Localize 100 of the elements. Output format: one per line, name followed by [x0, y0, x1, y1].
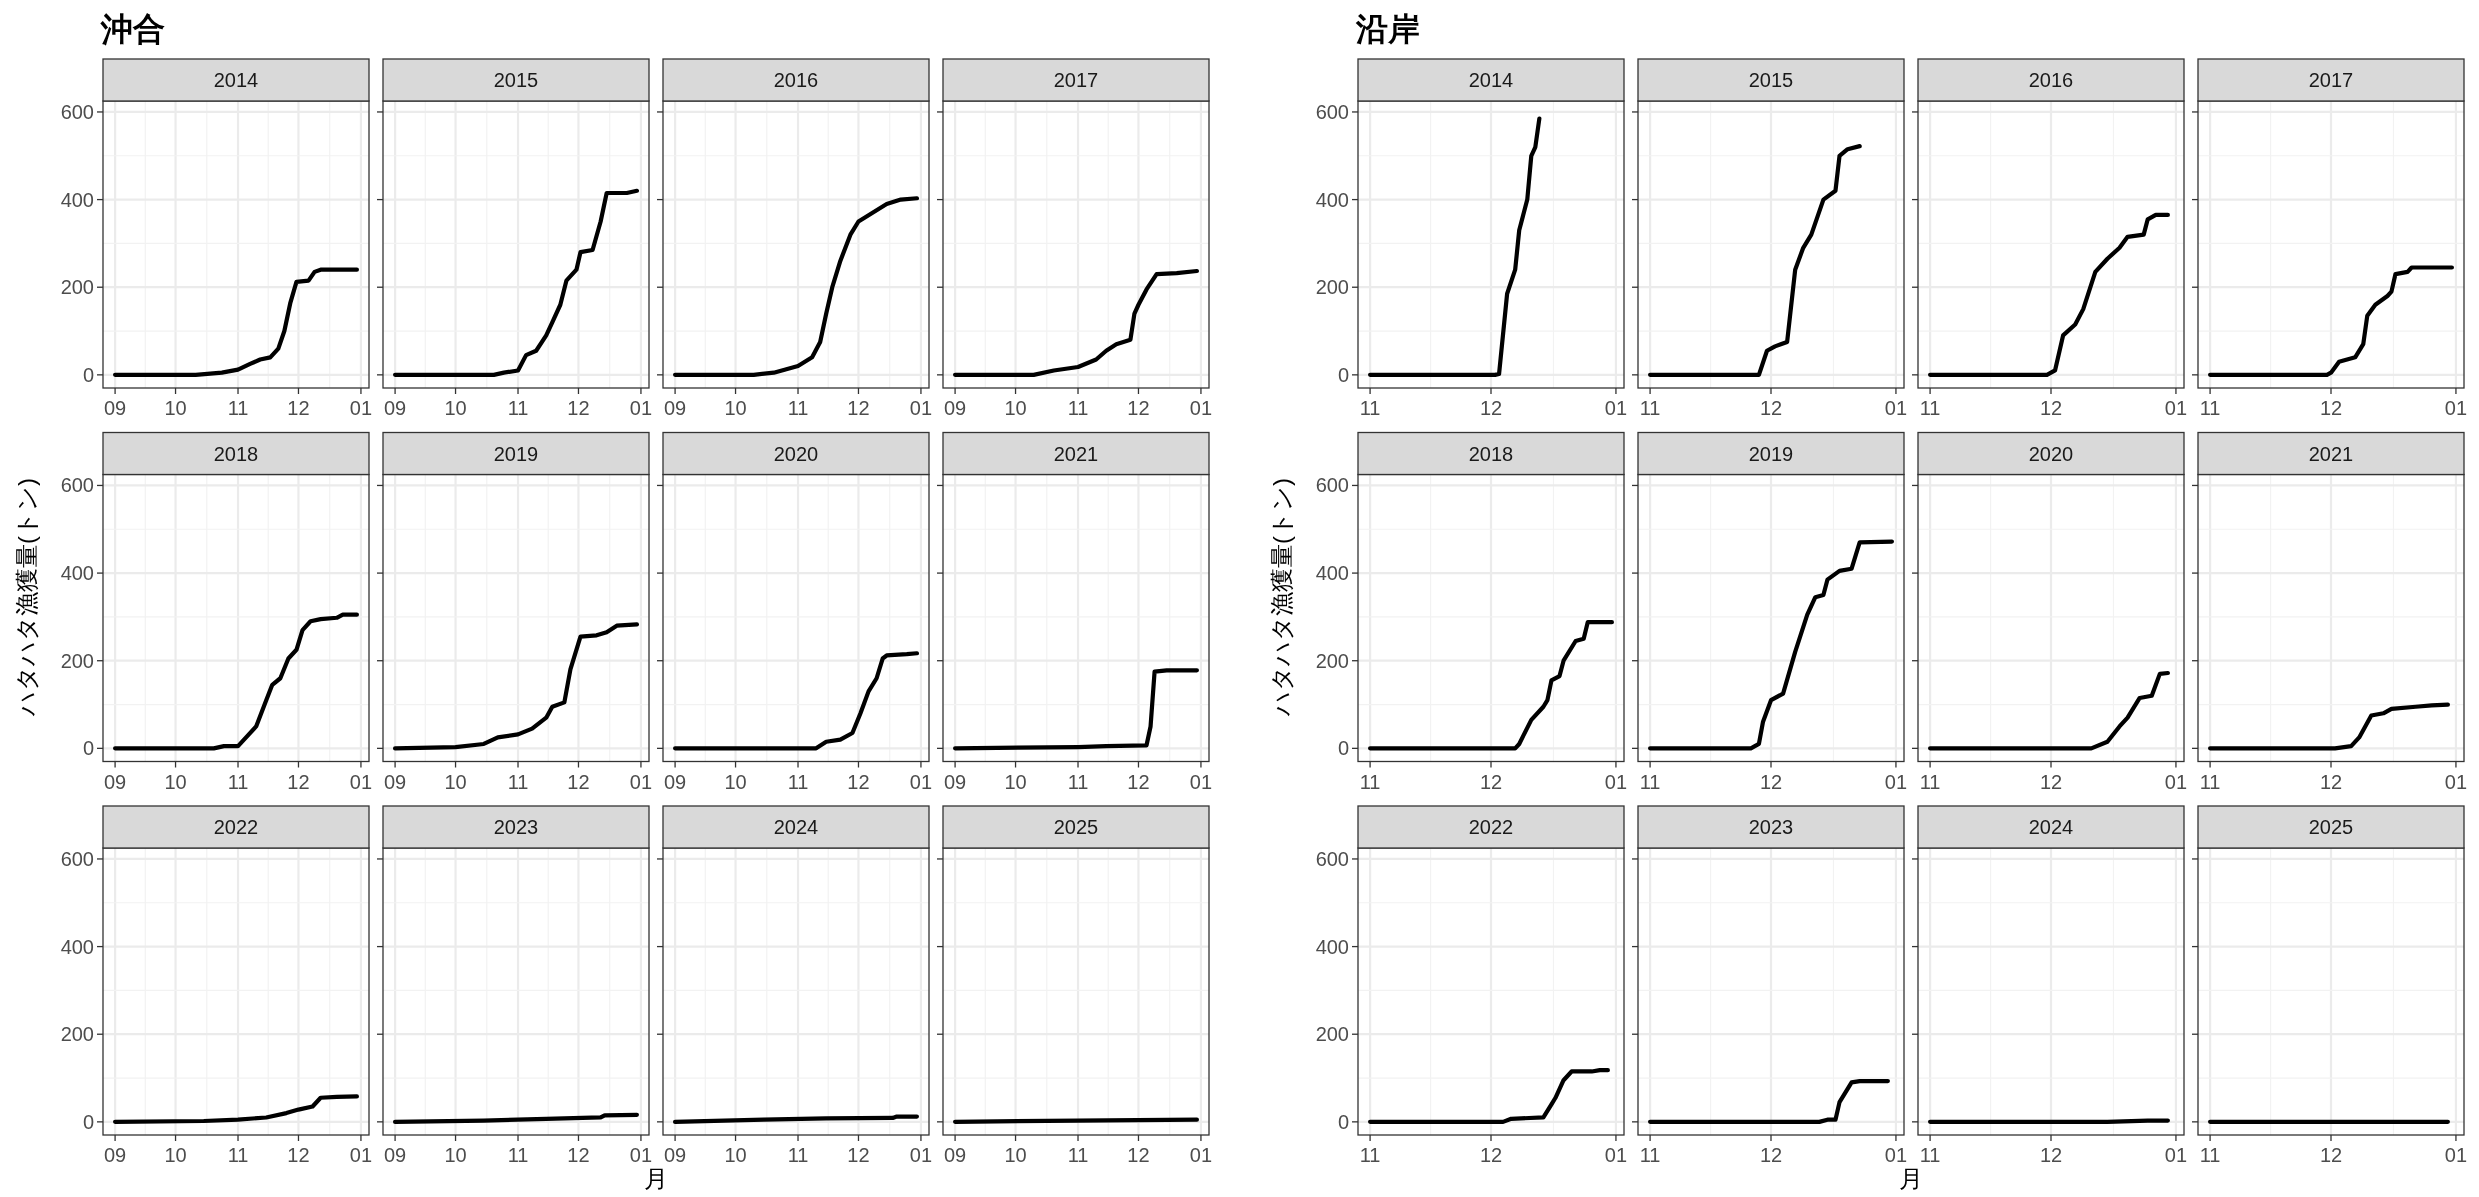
x-tick-label: 12: [567, 1144, 590, 1166]
x-tick-label: 12: [567, 770, 590, 793]
y-tick-label: 600: [1315, 100, 1349, 123]
chart-title: 2017: [1053, 69, 1099, 91]
x-tick-label: 10: [164, 1144, 187, 1166]
y-tick-label: 400: [1315, 562, 1349, 585]
text: 沿岸: [1355, 11, 1420, 47]
x-tick-label: 10: [164, 397, 187, 419]
x-tick-label: 10: [724, 397, 747, 419]
x-tick-label: 01: [629, 1144, 653, 1166]
chart-title: 2014: [213, 69, 259, 91]
x-tick-label: 11: [1359, 397, 1381, 419]
x-tick-label: 01: [2164, 770, 2188, 793]
chart-title: 2022: [1468, 816, 1514, 838]
x-tick-label: 09: [663, 1144, 687, 1166]
x-tick-label: 12: [287, 1144, 310, 1166]
x-tick-label: 01: [1604, 1144, 1628, 1166]
x-tick-label: 01: [1189, 1144, 1213, 1166]
x-tick-label: 09: [943, 1144, 967, 1166]
x-tick-label: 01: [2164, 1144, 2188, 1166]
x-tick-label: 11: [1359, 1144, 1381, 1166]
y-tick-label: 200: [1315, 276, 1349, 299]
y-tick-label: 200: [60, 649, 94, 672]
y-tick-label: 600: [1315, 474, 1349, 497]
line-series: [112, 1094, 360, 1124]
x-tick-label: 01: [2444, 770, 2468, 793]
x-tick-label: 11: [1919, 397, 1941, 419]
x-tick-label: 01: [2444, 1144, 2468, 1166]
x-tick-label: 11: [227, 1144, 249, 1166]
x-tick-label: 12: [1479, 770, 1503, 793]
x-tick-label: 12: [287, 397, 310, 419]
chart-title: 2016: [773, 69, 819, 91]
x-tick-label: 01: [1884, 397, 1908, 419]
x-tick-label: 01: [349, 770, 373, 793]
x-tick-label: 10: [1004, 397, 1027, 419]
y-tick-label: 200: [60, 276, 94, 299]
x-tick-label: 09: [943, 770, 967, 793]
x-tick-label: 01: [1604, 770, 1628, 793]
x-tick-label: 01: [349, 397, 373, 419]
x-tick-label: 09: [103, 1144, 127, 1166]
chart-title: 2018: [213, 442, 259, 465]
line-series: [1367, 1068, 1610, 1124]
x-tick-label: 12: [2319, 397, 2343, 419]
chart-title: 2024: [773, 816, 819, 838]
y-tick-label: 200: [60, 1023, 94, 1046]
x-tick-label: 10: [444, 397, 467, 419]
x-tick-label: 11: [787, 770, 809, 793]
x-tick-label: 11: [227, 397, 249, 419]
x-tick-label: 10: [1004, 1144, 1027, 1166]
x-tick-label: 11: [1067, 1144, 1089, 1166]
x-tick-label: 09: [663, 770, 687, 793]
x-tick-label: 12: [287, 770, 310, 793]
x-tick-label: 12: [2039, 397, 2063, 419]
y-axis-title: ハタハタ漁獲量(トン): [1268, 478, 1295, 717]
x-tick-label: 10: [444, 770, 467, 793]
x-tick-label: 12: [1479, 1144, 1503, 1166]
chart-title: 2015: [493, 69, 539, 91]
y-tick-label: 0: [82, 363, 94, 386]
x-tick-label: 09: [103, 770, 127, 793]
line-series: [112, 267, 360, 377]
chart-title: 2016: [2028, 69, 2074, 91]
x-tick-label: 10: [164, 770, 187, 793]
y-tick-label: 600: [60, 847, 94, 870]
x-tick-label: 12: [1127, 397, 1150, 419]
y-tick-label: 600: [60, 474, 94, 497]
x-tick-label: 01: [2164, 397, 2188, 419]
x-tick-label: 09: [103, 397, 127, 419]
x-tick-label: 11: [2199, 770, 2221, 793]
chart-title: 2021: [1053, 442, 1099, 465]
y-tick-label: 0: [1337, 1110, 1349, 1133]
x-tick-label: 12: [847, 1144, 870, 1166]
x-tick-label: 01: [1189, 397, 1213, 419]
x-tick-label: 01: [1884, 770, 1908, 793]
y-tick-label: 400: [60, 188, 94, 211]
x-tick-label: 01: [2444, 397, 2468, 419]
x-tick-label: 12: [1759, 397, 1783, 419]
y-tick-label: 200: [1315, 649, 1349, 672]
x-tick-label: 01: [909, 397, 933, 419]
x-tick-label: 09: [943, 397, 967, 419]
y-tick-label: 400: [1315, 935, 1349, 958]
y-tick-label: 200: [1315, 1023, 1349, 1046]
x-tick-label: 09: [383, 1144, 407, 1166]
x-axis-title: 月: [1899, 1165, 1923, 1192]
x-tick-label: 12: [1479, 397, 1503, 419]
x-tick-label: 12: [2039, 1144, 2063, 1166]
x-tick-label: 12: [847, 397, 870, 419]
x-tick-label: 01: [1884, 1144, 1908, 1166]
chart-title: 2025: [1053, 816, 1099, 838]
x-tick-label: 11: [1067, 770, 1089, 793]
chart-title: 2020: [773, 442, 819, 465]
chart-title: 2014: [1468, 69, 1514, 91]
x-tick-label: 11: [227, 770, 249, 793]
x-tick-label: 10: [724, 770, 747, 793]
x-tick-label: 11: [1639, 397, 1661, 419]
line-series: [1367, 620, 1615, 751]
x-tick-label: 11: [1359, 770, 1381, 793]
chart-title: 2019: [493, 442, 539, 465]
x-tick-label: 11: [507, 397, 529, 419]
y-tick-label: 400: [1315, 188, 1349, 211]
x-tick-label: 12: [1759, 770, 1783, 793]
